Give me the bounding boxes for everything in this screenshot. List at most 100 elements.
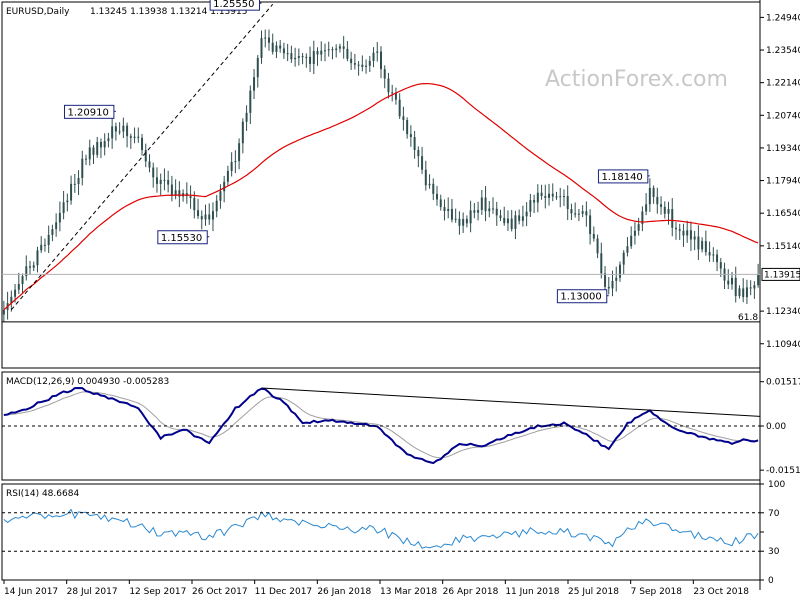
candle-body — [376, 51, 379, 53]
candle-body — [327, 49, 330, 51]
candle-body — [734, 277, 737, 297]
candle-body — [432, 183, 435, 194]
candle-body — [96, 141, 99, 155]
date-tick-label: 26 Oct 2017 — [192, 587, 248, 597]
candle-body — [577, 213, 580, 215]
candle-body — [719, 262, 722, 269]
candle-body — [450, 208, 453, 220]
fib-level-label: 61.8 — [738, 313, 758, 323]
candle-body — [506, 218, 509, 224]
candle-body — [454, 218, 457, 220]
candle-body — [607, 286, 610, 289]
candle-body — [689, 230, 692, 240]
candle-body — [742, 288, 745, 298]
candle-body — [626, 246, 629, 253]
candle-body — [320, 50, 323, 55]
candle-body — [633, 230, 636, 236]
candle-body — [645, 204, 648, 212]
candle-body — [477, 209, 480, 213]
price-tick-label: 1.12340 — [766, 307, 800, 317]
candle-body — [518, 215, 521, 221]
candle-body — [667, 209, 670, 214]
date-tick-label: 23 Oct 2018 — [693, 587, 749, 597]
candle-body — [421, 156, 424, 170]
candle-body — [99, 141, 102, 148]
candle-body — [745, 287, 748, 298]
candle-body — [686, 230, 689, 236]
candle-body — [204, 214, 207, 220]
current-price-badge — [761, 267, 800, 281]
date-tick-label: 14 Jun 2017 — [4, 587, 58, 597]
candle-body — [335, 48, 338, 51]
candle-body — [253, 77, 256, 91]
macd-tick-label: 0.00 — [766, 422, 786, 432]
candle-body — [749, 287, 752, 289]
candle-body — [704, 241, 707, 253]
candle-body — [62, 202, 65, 213]
candle-body — [365, 65, 368, 67]
candle-body — [589, 215, 592, 235]
candle-body — [436, 193, 439, 200]
candle-body — [81, 158, 84, 178]
candle-body — [114, 126, 117, 132]
candle-body — [316, 50, 319, 55]
candle-body — [585, 211, 588, 216]
candle-body — [656, 196, 659, 205]
candle-body — [223, 181, 226, 192]
candle-body — [70, 183, 73, 201]
candle-body — [305, 56, 308, 58]
candle-body — [618, 264, 621, 278]
candle-body — [615, 277, 618, 281]
candle-body — [47, 234, 50, 245]
rsi-tick-label: 0 — [768, 576, 774, 586]
date-tick-label: 13 Mar 2018 — [380, 587, 437, 597]
candle-body — [592, 234, 595, 239]
candle-body — [193, 197, 196, 211]
price-callout-label: 1.13000 — [560, 292, 601, 303]
candle-body — [312, 50, 315, 64]
candle-body — [611, 280, 614, 289]
candle-body — [256, 58, 259, 78]
candle-body — [727, 280, 730, 285]
date-tick-label: 25 Jul 2018 — [568, 587, 619, 597]
candle-body — [77, 177, 80, 184]
candle-body — [338, 46, 341, 49]
candle-body — [152, 167, 155, 178]
candle-body — [551, 193, 554, 197]
candle-body — [458, 218, 461, 226]
candle-body — [10, 296, 13, 304]
rsi-panel — [1, 483, 761, 581]
candle-body — [417, 150, 420, 157]
candle-body — [238, 143, 241, 162]
instrument-label: EURUSD,Daily — [6, 7, 70, 17]
candle-body — [148, 161, 151, 168]
current-price-label: 1.13915 — [764, 270, 800, 280]
candle-body — [495, 208, 498, 216]
macd-header: MACD(12,26,9) 0.004930 -0.005283 — [6, 377, 169, 387]
candle-body — [249, 90, 252, 113]
ohlc-label: 1.13245 1.13938 1.13214 1.13915 — [90, 7, 247, 17]
candle-body — [663, 206, 666, 214]
price-bars — [2, 29, 760, 322]
candle-body — [144, 150, 147, 162]
candle-body — [753, 285, 756, 289]
candle-body — [21, 276, 24, 285]
candle-body — [503, 217, 506, 224]
price-tick-label: 1.24940 — [766, 13, 800, 23]
candle-body — [122, 125, 125, 132]
candle-body — [55, 222, 58, 230]
candle-body — [406, 120, 409, 135]
candle-body — [129, 136, 132, 138]
candle-body — [492, 208, 495, 210]
candle-body — [275, 45, 278, 52]
candle-body — [641, 211, 644, 225]
candle-body — [600, 253, 603, 274]
date-tick-label: 11 Dec 2017 — [255, 587, 313, 597]
candle-body — [548, 193, 551, 198]
candle-body — [757, 274, 760, 286]
candle-body — [499, 215, 502, 218]
candle-body — [674, 227, 677, 230]
candle-body — [43, 244, 46, 246]
